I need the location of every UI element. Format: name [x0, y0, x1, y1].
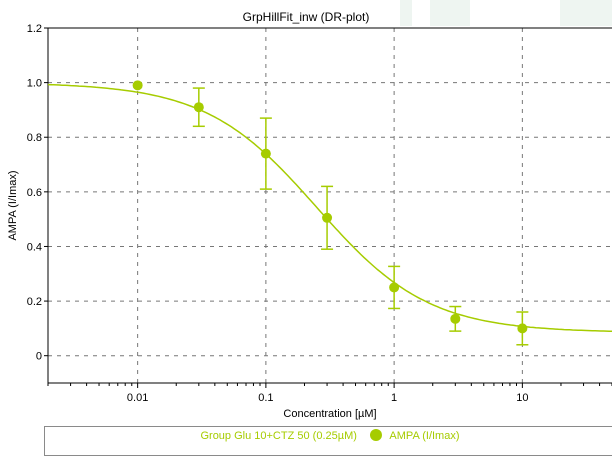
legend: Group Glu 10+CTZ 50 (0.25µM) AMPA (I/Ima…	[44, 426, 612, 456]
x-tick-label: 0.01	[127, 392, 148, 404]
y-axis-label: AMPA (I/Imax)	[7, 170, 19, 240]
x-tick-label: 10	[516, 392, 528, 404]
y-tick-label: 0.8	[27, 132, 42, 144]
y-tick-label: 1.2	[27, 23, 42, 35]
data-point	[389, 282, 400, 293]
data-point	[132, 80, 143, 91]
chart-title: GrpHillFit_inw (DR-plot)	[242, 10, 370, 24]
chart-svg: 0 0.2 0.4 0.6 0.8 1.0 1.2 0.01 0.1 1 10 Concentrati…	[7, 23, 612, 420]
background-stripe	[400, 0, 412, 26]
y-tick-label: 0.4	[27, 241, 42, 253]
data-point	[322, 212, 333, 223]
data-point	[193, 102, 204, 113]
data-point	[260, 148, 271, 159]
x-axis-label: Concentration [µM]	[283, 408, 376, 420]
legend-entry: Group Glu 10+CTZ 50 (0.25µM) AMPA (I/Ima…	[45, 429, 612, 442]
y-tick-label: 0	[36, 351, 42, 363]
legend-marker-icon	[369, 429, 382, 441]
legend-group-label: Group Glu 10+CTZ 50 (0.25µM)	[200, 430, 357, 442]
data-point	[517, 323, 528, 334]
y-tick-label: 1.0	[27, 78, 42, 90]
y-tick-label: 0.2	[27, 296, 42, 308]
data-point	[450, 313, 461, 324]
y-tick-label: 0.6	[27, 187, 42, 199]
fit-curve	[47, 83, 612, 332]
legend-series-label: AMPA (I/Imax)	[389, 430, 460, 442]
background-stripe	[560, 0, 612, 26]
background-stripe	[430, 0, 470, 26]
x-tick-label: 1	[391, 392, 397, 404]
x-tick-label: 0.1	[258, 392, 273, 404]
